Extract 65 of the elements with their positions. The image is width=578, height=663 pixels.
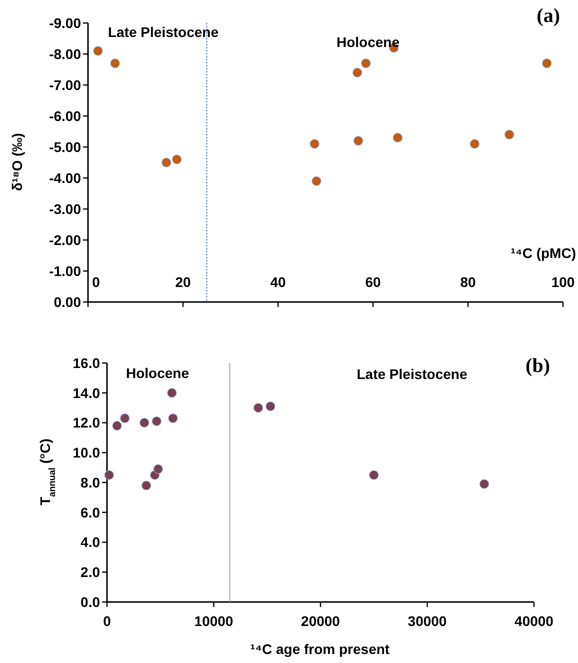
point	[479, 479, 490, 489]
point	[152, 416, 162, 426]
point	[110, 58, 120, 68]
y-tick-label: 8.0	[80, 474, 100, 490]
point	[361, 58, 371, 68]
point	[168, 413, 178, 424]
y-tick-label: 0.0	[80, 594, 100, 610]
x-tick-label: 100	[551, 274, 575, 290]
point	[352, 68, 362, 78]
x-axis-title: ¹⁴C (pMC)	[510, 245, 576, 261]
point	[120, 413, 130, 424]
point	[162, 158, 172, 168]
annotation: Late Pleistocene	[108, 24, 219, 40]
point	[312, 176, 322, 186]
annotation: Holocene	[336, 34, 400, 50]
point	[167, 388, 177, 398]
point	[310, 139, 320, 149]
x-axis-title: ¹⁴C age from present	[250, 641, 390, 657]
point	[153, 464, 163, 474]
point	[112, 420, 122, 431]
x-tick-label: 20	[175, 274, 191, 290]
x-tick-label: 80	[460, 274, 476, 290]
point	[392, 132, 402, 142]
y-tick-label: 6.0	[80, 504, 100, 520]
x-tick-label: 20000	[301, 613, 340, 629]
y-tick-label: 12.0	[72, 414, 100, 431]
x-tick-label: 40000	[514, 613, 554, 629]
point	[353, 136, 364, 146]
point	[141, 480, 152, 490]
annotation: Late Pleistocene	[356, 366, 468, 382]
x-tick-label: 60	[365, 274, 381, 290]
point	[253, 403, 264, 413]
point	[104, 470, 114, 480]
y-tick-label: 0.00	[54, 294, 82, 310]
x-tick-label: 0	[92, 274, 100, 290]
point	[542, 58, 552, 68]
point	[369, 470, 379, 480]
y-tick-label: 16.0	[72, 354, 100, 371]
point	[140, 418, 150, 428]
annotation: Holocene	[126, 365, 190, 381]
y-tick-label: -4.00	[49, 170, 82, 186]
y-tick-label: -3.00	[49, 200, 82, 217]
y-tick-label: 10.0	[72, 444, 100, 461]
point	[172, 154, 182, 164]
y-tick-label: -8.00	[49, 46, 82, 62]
x-tick-label: 0	[103, 613, 112, 629]
y-tick-label: -9.00	[49, 14, 82, 31]
y-tick-label: 14.0	[72, 384, 100, 401]
x-tick-label: 30000	[408, 613, 447, 629]
y-tick-label: -1.00	[49, 262, 82, 279]
point	[93, 46, 103, 56]
annotation: (b)	[526, 355, 550, 377]
annotation: (a)	[536, 5, 560, 27]
point	[470, 139, 480, 149]
y-axis-title: δ¹⁸O (‰)	[9, 133, 25, 191]
point	[266, 402, 276, 412]
y-tick-label: -2.00	[49, 232, 82, 248]
y-tick-label: -7.00	[49, 76, 82, 93]
y-tick-label: 2.0	[80, 564, 100, 580]
y-tick-label: -6.00	[49, 108, 82, 124]
x-tick-label: 10000	[194, 613, 234, 629]
y-tick-label: 4.0	[80, 534, 100, 550]
x-tick-label: 40	[270, 274, 286, 290]
point	[504, 130, 514, 140]
y-tick-label: -5.00	[49, 138, 82, 155]
